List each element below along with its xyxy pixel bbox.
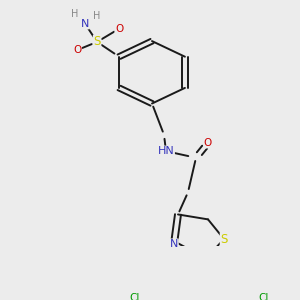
Text: S: S	[93, 35, 101, 48]
Text: Cl: Cl	[258, 293, 268, 300]
Text: Cl: Cl	[129, 293, 140, 300]
Text: H: H	[71, 9, 79, 19]
Text: O: O	[115, 24, 123, 34]
Text: N: N	[81, 19, 89, 29]
Text: O: O	[73, 45, 81, 55]
Text: O: O	[204, 138, 212, 148]
Text: HN: HN	[158, 146, 174, 156]
Text: H: H	[93, 11, 101, 21]
Text: S: S	[220, 232, 228, 246]
Text: N: N	[170, 239, 178, 249]
